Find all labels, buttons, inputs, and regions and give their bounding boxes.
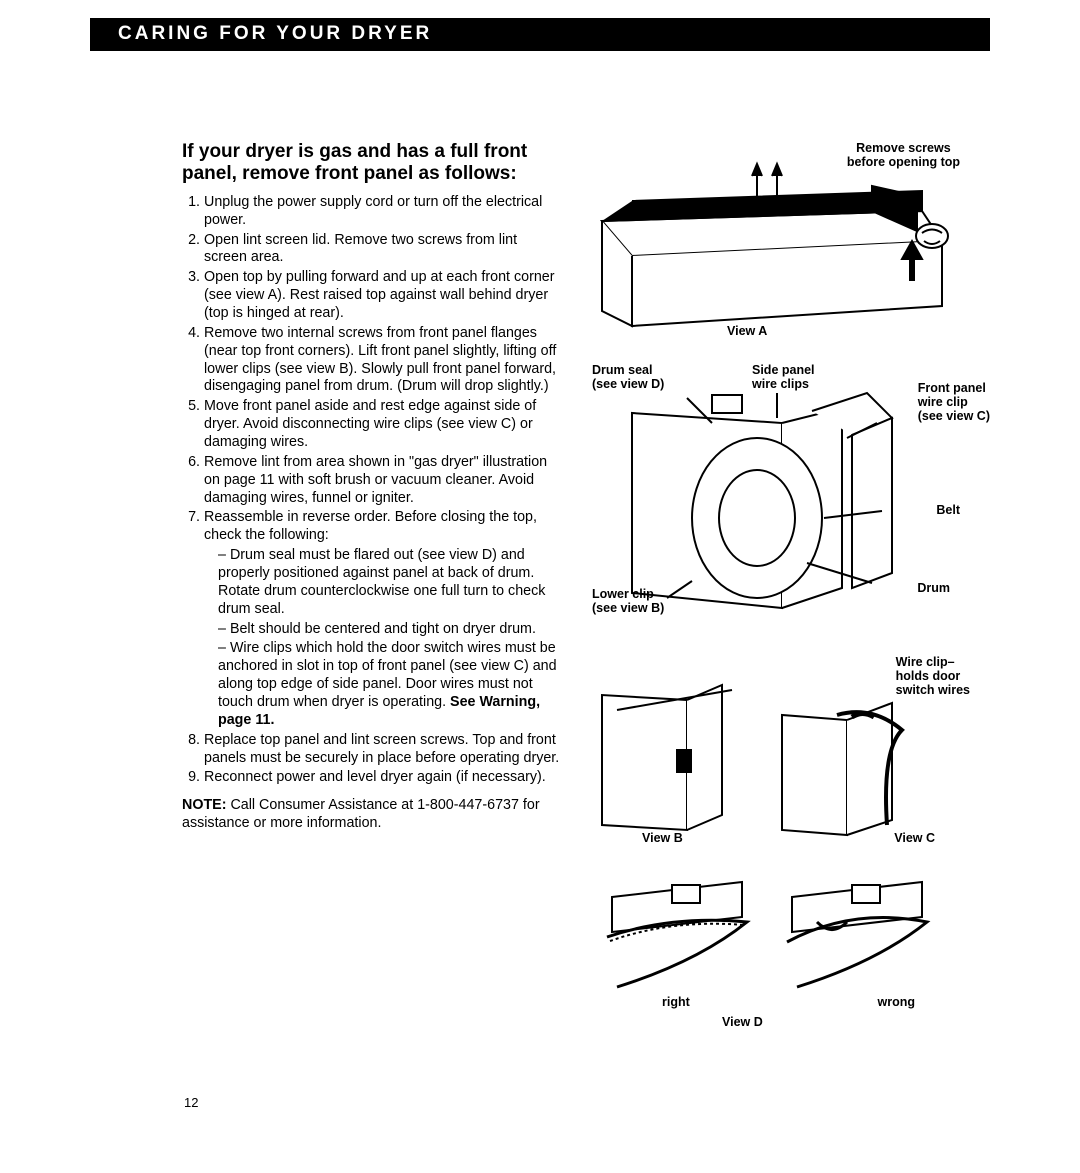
step-2: Open lint screen lid. Remove two screws … (204, 232, 562, 268)
label-lower-clip-2: (see view B) (592, 601, 664, 615)
page-number: 12 (184, 1095, 990, 1110)
label-lower-clip-1: Lower clip (592, 587, 664, 601)
label-wire-clip-c-1: Wire clip– (896, 655, 970, 669)
header-bar: CARING FOR YOUR DRYER (90, 18, 990, 51)
diagram-view-d: right wrong View D (582, 867, 990, 1037)
label-wire-clip-c-2: holds door (896, 669, 970, 683)
diagram-view-a: Remove screws before opening top (582, 141, 990, 341)
step-5: Move front panel aside and rest edge aga… (204, 398, 562, 452)
label-side-panel-2: wire clips (752, 377, 815, 391)
label-side-panel-1: Side panel (752, 363, 815, 377)
view-a-svg (582, 141, 952, 341)
label-front-panel-2: wire clip (918, 395, 990, 409)
steps-list: Unplug the power supply cord or turn off… (182, 194, 562, 788)
step-7b: Belt should be centered and tight on dry… (218, 621, 562, 639)
step-6: Remove lint from area shown in "gas drye… (204, 454, 562, 508)
step-7a: Drum seal must be flared out (see view D… (218, 547, 562, 618)
diagram-exploded: Drum seal (see view D) Side panel wire c… (582, 363, 990, 633)
diagram-views-bc: Wire clip– holds door switch wires (582, 655, 990, 845)
view-c-caption: View C (894, 831, 935, 845)
step-4: Remove two internal screws from front pa… (204, 325, 562, 396)
step-9: Reconnect power and level dryer again (i… (204, 769, 562, 787)
label-remove-screws: Remove screws before opening top (847, 141, 960, 169)
step-3: Open top by pulling forward and up at ea… (204, 269, 562, 323)
label-front-panel-1: Front panel (918, 381, 990, 395)
section-title: If your dryer is gas and has a full fron… (182, 141, 562, 186)
label-remove-screws-2: before opening top (847, 155, 960, 169)
note: NOTE: Call Consumer Assistance at 1-800-… (182, 797, 562, 833)
step-7c: Wire clips which hold the door switch wi… (218, 640, 562, 729)
step-7-lead: Reassemble in reverse order. Before clos… (204, 509, 537, 543)
label-remove-screws-1: Remove screws (847, 141, 960, 155)
label-front-panel-3: (see view C) (918, 409, 990, 423)
label-lower-clip: Lower clip (see view B) (592, 587, 664, 615)
label-wrong: wrong (878, 995, 916, 1009)
step-8: Replace top panel and lint screen screws… (204, 732, 562, 768)
label-front-panel: Front panel wire clip (see view C) (918, 381, 990, 423)
text-column: If your dryer is gas and has a full fron… (182, 141, 562, 1059)
step-7-sublist: Drum seal must be flared out (see view D… (204, 547, 562, 730)
note-bold: NOTE: (182, 797, 226, 813)
view-d-caption: View D (722, 1015, 763, 1029)
label-drum-seal-1: Drum seal (592, 363, 664, 377)
step-7: Reassemble in reverse order. Before clos… (204, 509, 562, 729)
label-drum-seal: Drum seal (see view D) (592, 363, 664, 391)
view-b-caption: View B (642, 831, 683, 845)
view-a-caption: View A (727, 324, 767, 338)
label-side-panel: Side panel wire clips (752, 363, 815, 391)
label-drum: Drum (917, 581, 950, 595)
step-1: Unplug the power supply cord or turn off… (204, 194, 562, 230)
diagram-column: Remove screws before opening top (582, 141, 990, 1059)
label-wire-clip-c-3: switch wires (896, 683, 970, 697)
label-drum-seal-2: (see view D) (592, 377, 664, 391)
note-text: Call Consumer Assistance at 1-800-447-67… (182, 797, 540, 831)
label-belt: Belt (936, 503, 960, 517)
label-right: right (662, 995, 690, 1009)
label-wire-clip-c: Wire clip– holds door switch wires (896, 655, 970, 697)
